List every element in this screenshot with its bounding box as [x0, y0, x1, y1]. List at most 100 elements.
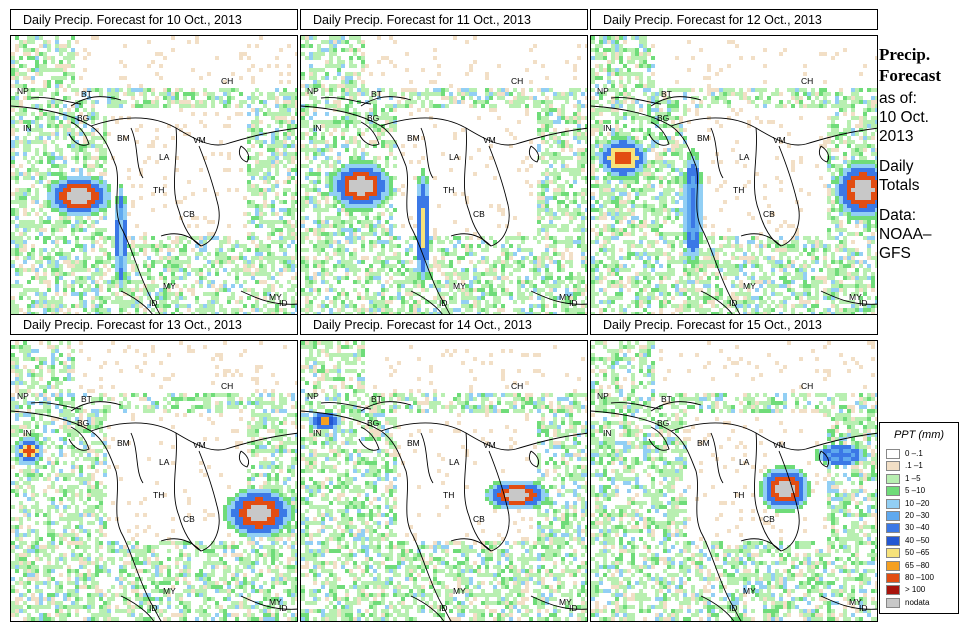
country-label: NP [597, 86, 609, 96]
legend-item: 5 –10 [886, 486, 958, 497]
country-label: MY [559, 597, 572, 607]
country-label: BG [367, 113, 379, 123]
country-label: CH [221, 76, 233, 86]
country-label: TH [443, 185, 454, 195]
legend-label: 80 –100 [905, 573, 934, 582]
country-label: VM [773, 135, 786, 145]
country-label: MY [849, 292, 862, 302]
country-label: ID [729, 298, 738, 308]
country-label: MY [269, 597, 282, 607]
sidebar-title-line1: Precip. [879, 45, 931, 64]
country-label: CB [183, 209, 195, 219]
country-label: BM [697, 133, 710, 143]
legend-item: 20 –30 [886, 511, 958, 522]
country-label: IN [313, 428, 322, 438]
country-label: IN [23, 428, 32, 438]
precip-map: CH NP BT BG IN BM VM LA TH CB MY ID MY ID [590, 35, 878, 317]
country-label: VM [483, 135, 496, 145]
country-label: ID [149, 298, 158, 308]
legend-swatch [886, 473, 900, 484]
legend-item: 30 –40 [886, 523, 958, 534]
country-label: CH [511, 381, 523, 391]
country-label: NP [307, 86, 319, 96]
country-label: VM [483, 440, 496, 450]
country-label: VM [773, 440, 786, 450]
country-label: NP [17, 391, 29, 401]
legend-swatch [886, 486, 900, 497]
country-label: CB [473, 514, 485, 524]
panel-title: Daily Precip. Forecast for 13 Oct., 2013 [10, 314, 298, 335]
country-label: NP [17, 86, 29, 96]
country-label: BG [77, 418, 89, 428]
country-label: CB [763, 514, 775, 524]
legend-item: 10 –20 [886, 498, 958, 510]
legend-swatch [886, 597, 900, 608]
precip-map: CH NP BT BG IN BM VM LA TH CB MY ID MY ID [300, 35, 588, 317]
country-label: BM [697, 438, 710, 448]
legend-swatch [886, 585, 900, 596]
legend-swatch [886, 523, 900, 534]
country-label: CH [221, 381, 233, 391]
country-label: TH [153, 185, 164, 195]
country-label: BT [371, 394, 382, 404]
country-label: BG [77, 113, 89, 123]
country-label: LA [739, 152, 750, 162]
country-label: TH [153, 490, 164, 500]
sidebar-title-line2: Forecast [879, 66, 941, 85]
country-label: BT [661, 89, 672, 99]
legend-item: > 100 [886, 585, 958, 596]
country-label: ID [149, 603, 158, 613]
country-label: BM [407, 438, 420, 448]
legend-label: 65 –80 [905, 560, 930, 570]
country-label: CB [763, 209, 775, 219]
country-label: CH [511, 76, 523, 86]
country-label: MY [743, 281, 756, 291]
country-label: CB [473, 209, 485, 219]
legend-item: 1 –5 [886, 473, 958, 485]
country-label: MY [453, 281, 466, 291]
data-source-line2: NOAA– [879, 226, 932, 243]
panel-title: Daily Precip. Forecast for 15 Oct., 2013 [590, 314, 878, 335]
panel-title: Daily Precip. Forecast for 11 Oct., 2013 [300, 9, 588, 30]
country-label: BM [117, 438, 130, 448]
legend-label: 5 –10 [905, 486, 926, 496]
country-label: NP [307, 391, 319, 401]
country-label: MY [559, 292, 572, 302]
precip-map: CH NP BT BG IN BM VM LA TH CB MY ID MY ID [300, 340, 588, 622]
legend-label: 0 –.1 [905, 449, 923, 458]
country-label: MY [849, 597, 862, 607]
country-label: BT [371, 89, 382, 99]
panel-title: Daily Precip. Forecast for 12 Oct., 2013 [590, 9, 878, 30]
country-label: BM [407, 133, 420, 143]
country-label: CH [801, 76, 813, 86]
legend-swatch [886, 535, 900, 546]
legend-label: > 100 [905, 585, 926, 595]
legend-swatch [886, 461, 900, 472]
as-of-date-line2: 2013 [879, 128, 914, 145]
sidebar-info: Precip. Forecast as of: 10 Oct. 2013 Dai… [879, 44, 963, 263]
country-label: ID [279, 603, 288, 613]
country-label: LA [159, 457, 170, 467]
as-of-date-line1: 10 Oct. [879, 109, 929, 126]
country-label: MY [163, 281, 176, 291]
legend-label: 1 –5 [905, 473, 921, 483]
country-label: BT [81, 394, 92, 404]
legend-item: 40 –50 [886, 535, 958, 547]
country-label: ID [569, 603, 578, 613]
country-label: ID [439, 298, 448, 308]
precip-map: CH NP BT BG IN BM VM LA TH CB MY ID MY ID [10, 35, 298, 317]
data-source-line1: Data: [879, 207, 917, 224]
legend-label: 10 –20 [905, 498, 930, 508]
country-label: MY [163, 586, 176, 596]
country-label: LA [449, 457, 460, 467]
totals-line1: Daily [879, 158, 914, 175]
as-of-label: as of: [879, 90, 917, 107]
country-label: IN [603, 428, 612, 438]
legend-swatch [886, 449, 900, 459]
legend-label: 50 –65 [905, 548, 930, 558]
legend-label: 20 –30 [905, 511, 930, 520]
country-label: BT [661, 394, 672, 404]
